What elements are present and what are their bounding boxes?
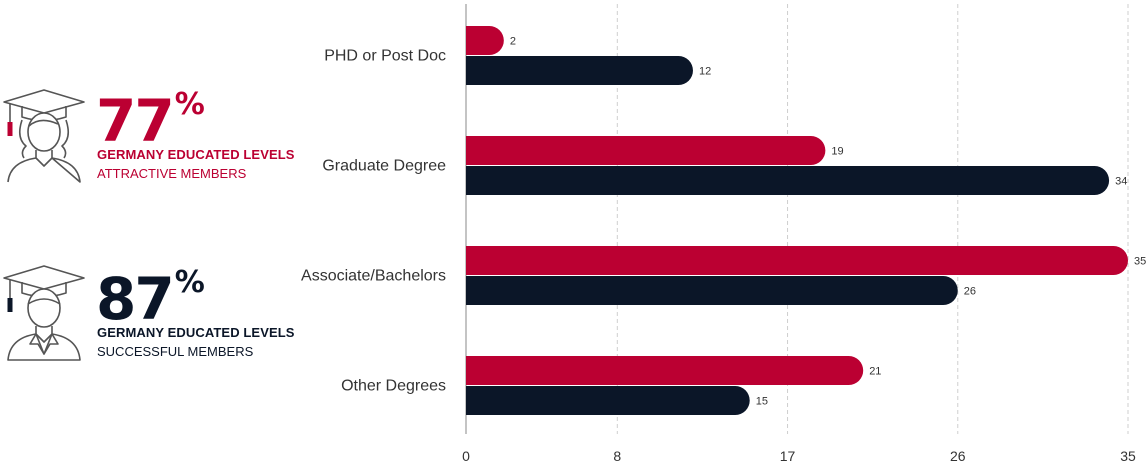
- bar: [466, 356, 864, 385]
- stat-label-line2: SUCCESSFUL MEMBERS: [97, 344, 254, 359]
- category-label: Other Degrees: [341, 378, 446, 395]
- data-label: 15: [756, 396, 768, 408]
- stat-value: 87: [96, 265, 175, 333]
- stat-successful-members: 87% GERMANY EDUCATED LEVELS SUCCESSFUL M…: [0, 264, 300, 374]
- category-label: Associate/Bachelors: [301, 268, 446, 285]
- data-label: 35: [1134, 256, 1146, 268]
- bar: [466, 386, 750, 415]
- x-tick-label: 8: [613, 448, 621, 464]
- male-graduate-icon: [3, 265, 85, 361]
- bar: [466, 246, 1128, 275]
- female-graduate-icon: [3, 89, 85, 183]
- data-label: 21: [869, 366, 881, 378]
- stat-unit: %: [174, 87, 205, 122]
- bar: [466, 166, 1110, 195]
- stat-value: 77: [96, 87, 175, 155]
- stat-label-line1: GERMANY EDUCATED LEVELS: [97, 325, 295, 340]
- data-label: 2: [510, 36, 516, 48]
- stat-attractive-members: 77% GERMANY EDUCATED LEVELS ATTRACTIVE M…: [0, 86, 300, 196]
- stat-percentage: 87%: [96, 268, 205, 329]
- data-label: 19: [831, 146, 843, 158]
- category-label: PHD or Post Doc: [324, 48, 446, 65]
- stat-label-line1: GERMANY EDUCATED LEVELS: [97, 147, 295, 162]
- bar: [466, 276, 958, 305]
- x-tick-label: 26: [950, 448, 966, 464]
- stat-percentage: 77%: [96, 90, 205, 151]
- bar: [466, 136, 826, 165]
- data-label: 26: [964, 286, 976, 298]
- bar: [466, 56, 693, 85]
- data-label: 12: [699, 66, 711, 78]
- stats-panel: 77% GERMANY EDUCATED LEVELS ATTRACTIVE M…: [0, 0, 300, 464]
- stat-unit: %: [174, 265, 205, 300]
- x-tick-label: 17: [780, 448, 796, 464]
- x-tick-label: 35: [1120, 448, 1136, 464]
- x-tick-label: 0: [462, 448, 470, 464]
- bar: [466, 26, 504, 55]
- category-label: Graduate Degree: [322, 158, 446, 175]
- stat-label-line2: ATTRACTIVE MEMBERS: [97, 166, 247, 181]
- data-label: 34: [1115, 176, 1127, 188]
